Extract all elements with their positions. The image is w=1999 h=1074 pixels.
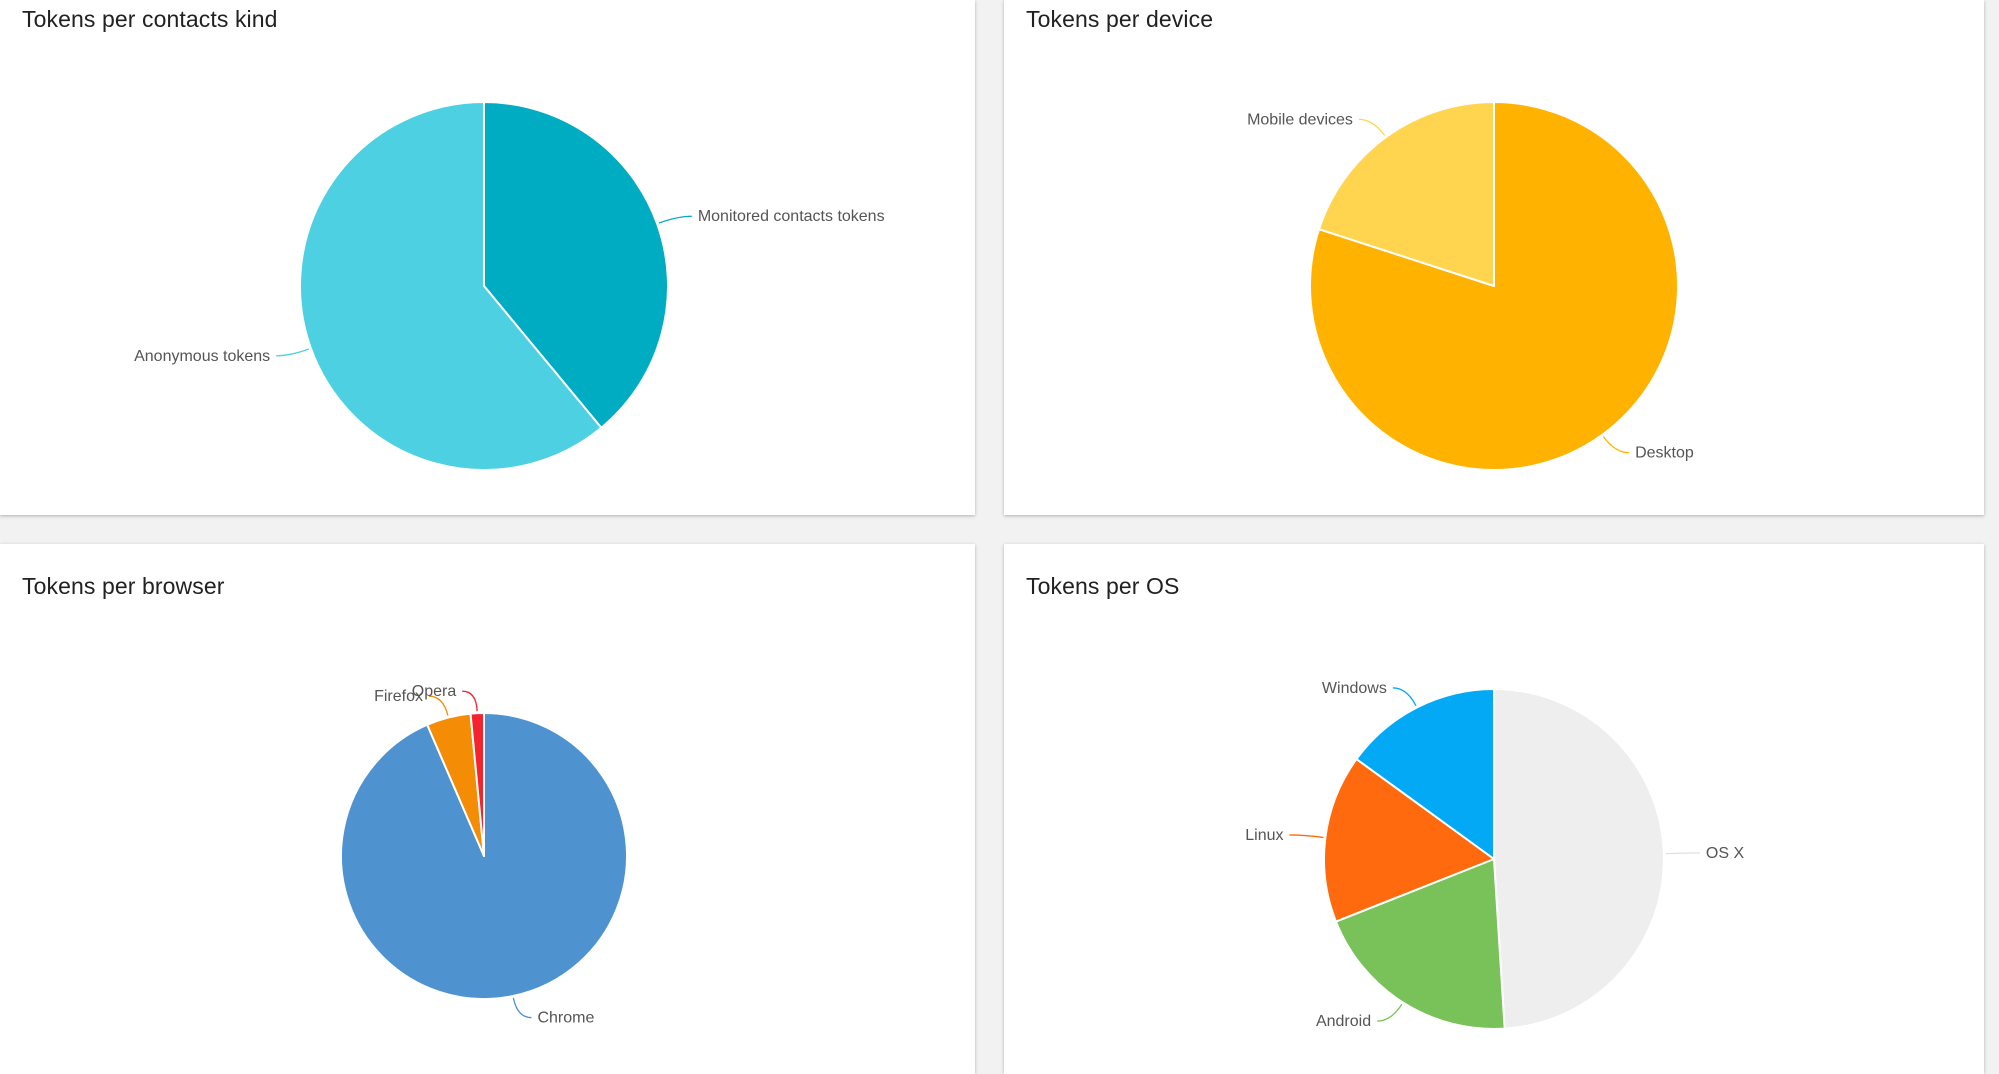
pie-leader-line-firefox <box>428 695 449 716</box>
chart-title: Tokens per browser <box>22 573 225 599</box>
pie-leader-line-linux <box>1289 834 1324 839</box>
pie-leader-line-monitored-contacts-tokens <box>658 215 692 224</box>
device-pie-chart: Desktop Mobile devices <box>1247 101 1694 471</box>
pie-label-desktop: Desktop <box>1635 445 1694 462</box>
pie-label-opera: Opera <box>412 683 457 700</box>
pie-label-chrome: Chrome <box>537 1010 594 1027</box>
pie-leader-line-chrome <box>512 997 532 1019</box>
pie-label-monitored-contacts-tokens: Monitored contacts tokens <box>698 208 885 225</box>
pie-label-firefox: Firefox <box>374 688 423 705</box>
pie-slice-android <box>1334 858 1506 1030</box>
pie-slice-opera <box>469 711 485 857</box>
pie-slice-linux <box>1323 758 1495 923</box>
chart-title: Tokens per contacts kind <box>22 6 278 32</box>
pie-slice-os-x <box>1493 688 1665 1030</box>
pie-leader-line-os-x <box>1665 852 1700 855</box>
pie-leader-line-opera <box>462 690 478 712</box>
pie-leader-line-mobile-devices <box>1358 118 1386 136</box>
chart-title: Tokens per device <box>1026 6 1214 32</box>
pie-label-windows: Windows <box>1322 680 1387 697</box>
pie-label-anonymous-tokens: Anonymous tokens <box>134 348 270 365</box>
pie-slice-desktop <box>1309 101 1679 471</box>
os-pie-chart: OS X Android Linux Windows <box>1245 680 1745 1030</box>
pie-leader-line-anonymous-tokens <box>276 348 310 357</box>
pie-slice-anonymous-tokens <box>299 101 603 471</box>
pie-leader-line-android <box>1377 1003 1403 1022</box>
pie-slice-chrome <box>340 712 628 1000</box>
pie-label-mobile-devices: Mobile devices <box>1247 111 1353 128</box>
pie-slice-windows <box>1355 688 1495 860</box>
pie-leader-line-windows <box>1392 687 1417 707</box>
device-card: Tokens per device Desktop Mobile devices <box>1004 0 1984 515</box>
pie-label-android: Android <box>1316 1013 1371 1030</box>
chart-title: Tokens per OS <box>1026 573 1180 599</box>
pie-slice-monitored-contacts-tokens <box>483 101 669 429</box>
contacts-kind-pie-chart: Monitored contacts tokens Anonymous token… <box>134 101 885 471</box>
pie-label-os-x: OS X <box>1706 845 1745 862</box>
os-card: Tokens per OS OS X Android Linux Windows <box>1004 544 1984 1074</box>
pie-label-linux: Linux <box>1245 827 1283 844</box>
pie-slice-mobile-devices <box>1318 101 1495 287</box>
browser-card: Tokens per browser Chrome Firefox Opera <box>0 544 975 1074</box>
contacts-kind-card: Tokens per contacts kind Monitored conta… <box>0 0 975 515</box>
pie-leader-line-desktop <box>1602 436 1630 454</box>
